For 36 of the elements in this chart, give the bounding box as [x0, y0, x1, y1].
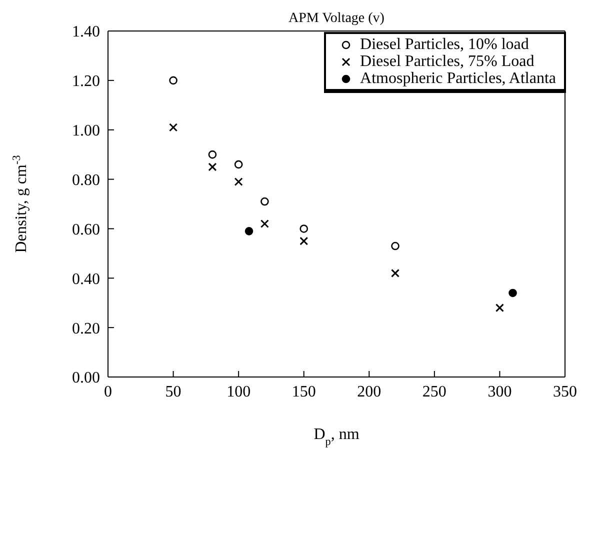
chart-title: APM Voltage (v) [288, 11, 385, 26]
x-tick-label: 350 [553, 383, 577, 400]
point [260, 197, 269, 206]
point [208, 162, 217, 172]
point [391, 268, 400, 278]
y-tick-label: 0.00 [72, 370, 100, 387]
legend-label: Atmospheric Particles, Atlanta [360, 70, 556, 87]
x-tick-label: 300 [488, 383, 512, 400]
x-tick-label: 200 [357, 383, 382, 400]
x-tick-label: 150 [292, 383, 316, 400]
x-tick-label: 100 [226, 383, 251, 400]
legend-label: Diesel Particles, 75% Load [360, 53, 534, 70]
point [234, 178, 243, 186]
x-tick-label: 50 [165, 383, 182, 400]
y-tick-label: 1.40 [72, 24, 100, 41]
x-tick-label: 250 [422, 383, 446, 400]
point [260, 220, 269, 228]
point [508, 288, 517, 298]
y-tick-label: 0.20 [72, 320, 100, 338]
point [300, 224, 308, 233]
point [495, 304, 504, 312]
y-tick-label: 0.40 [72, 270, 100, 288]
x-axis-title: D$_{p}$, nm [314, 426, 360, 448]
x-tick-label: 0 [104, 383, 112, 400]
y-tick-label: 0.80 [72, 172, 100, 189]
y-tick-label: 1.00 [72, 122, 100, 140]
point [300, 236, 308, 246]
y-tick-label: 1.20 [72, 73, 100, 90]
legend-label: Diesel Particles, 10% load [360, 36, 529, 53]
point [208, 150, 217, 159]
point [391, 242, 400, 250]
point [169, 123, 178, 132]
y-tick-label: 0.60 [72, 221, 100, 238]
point [234, 160, 243, 169]
point [169, 76, 178, 85]
point [244, 227, 254, 236]
